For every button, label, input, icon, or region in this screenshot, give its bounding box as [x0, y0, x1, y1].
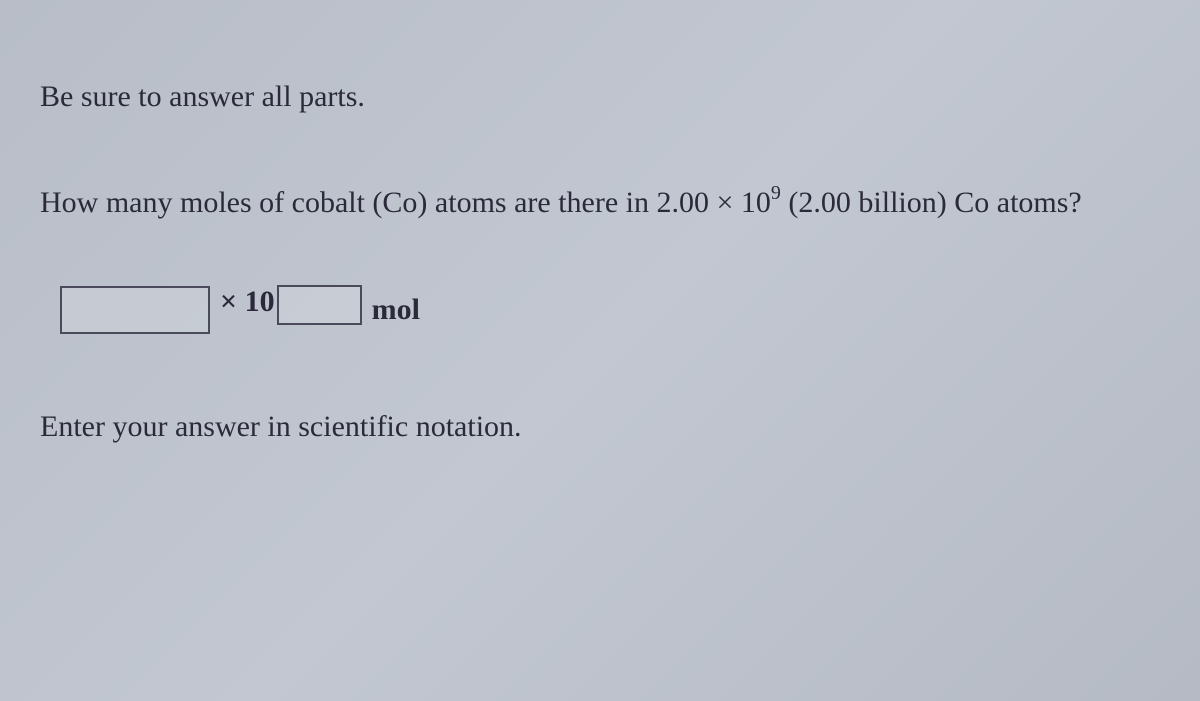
question-card: Be sure to answer all parts. How many mo…: [40, 80, 1160, 444]
question-exponent: 9: [771, 182, 781, 204]
coefficient-input[interactable]: [60, 286, 210, 334]
exponent-input[interactable]: [277, 285, 362, 325]
answer-row: × 10 mol: [40, 285, 1160, 335]
unit-label: mol: [372, 293, 420, 327]
times-ten-label: × 10: [220, 285, 275, 319]
question-prefix: How many moles of cobalt (Co) atoms are …: [40, 186, 771, 219]
footer-instruction: Enter your answer in scientific notation…: [40, 410, 1160, 444]
question-text: How many moles of cobalt (Co) atoms are …: [40, 184, 1160, 220]
instruction-text: Be sure to answer all parts.: [40, 80, 1160, 114]
question-suffix: (2.00 billion) Co atoms?: [781, 186, 1082, 219]
exponent-group: × 10: [216, 285, 362, 335]
